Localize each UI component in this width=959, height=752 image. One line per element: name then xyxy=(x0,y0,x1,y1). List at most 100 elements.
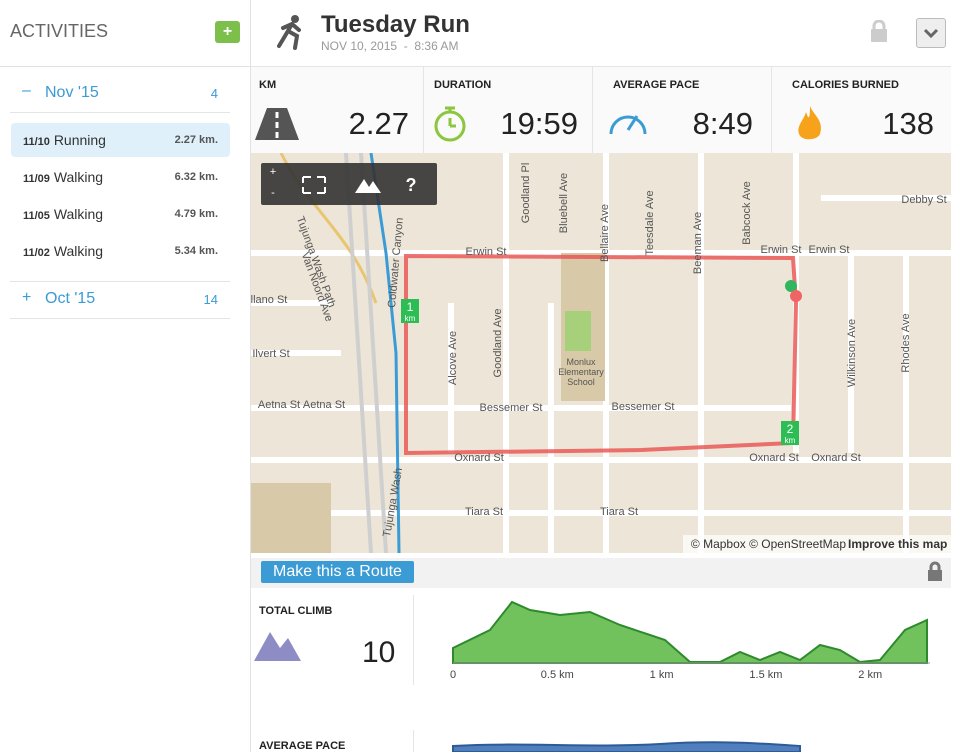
street-label: Tiara St xyxy=(600,506,638,518)
sidebar: ACTIVITIES + – Nov '15 4 + Oct '15 14 11… xyxy=(0,0,251,752)
climb-value: 10 xyxy=(362,636,396,669)
lock-icon[interactable] xyxy=(869,20,889,44)
stats-bar xyxy=(251,66,951,154)
activity-type[interactable]: Walking xyxy=(53,243,104,259)
stat: DURATION 19:59 xyxy=(424,66,593,153)
zoom-in[interactable]: + xyxy=(270,166,276,178)
stat-value: 19:59 xyxy=(500,106,578,141)
activity-text[interactable]: 11/10 Running xyxy=(23,132,106,148)
attribution[interactable]: © Mapbox © OpenStreetMap xyxy=(691,537,846,551)
add-button[interactable]: + xyxy=(215,21,240,43)
zoom-out[interactable]: - xyxy=(271,187,275,199)
street-label: Oxnard St xyxy=(749,452,799,464)
street-label: Alcove Ave xyxy=(447,331,459,385)
month-label[interactable]: Nov '15 xyxy=(45,84,99,101)
activity-distance: 6.32 km. xyxy=(174,171,218,183)
street-label: Teesdale Ave xyxy=(644,190,656,255)
divider xyxy=(413,730,414,752)
poi-label: School xyxy=(567,377,595,387)
street-label: Erwin St xyxy=(761,244,802,256)
street-label: Rhodes Ave xyxy=(900,313,912,372)
activity-distance: 5.34 km. xyxy=(174,245,218,257)
street-label: Goodland Pl xyxy=(520,163,532,224)
km-marker-unit: km xyxy=(785,436,796,445)
activity-row[interactable]: 11/10 Running 2.27 km. xyxy=(11,123,230,157)
divider xyxy=(413,595,414,685)
street-label: Aetna St xyxy=(258,399,300,411)
street-label: Ilvert St xyxy=(252,348,289,360)
route-bar: Make this a Route xyxy=(251,558,951,588)
activity-row[interactable]: 11/09 Walking 6.32 km. xyxy=(11,160,230,194)
help-button[interactable]: ? xyxy=(406,175,417,195)
toggle[interactable]: + xyxy=(22,289,32,306)
activity-text[interactable]: 11/02 Walking xyxy=(23,243,103,259)
street-label: Beeman Ave xyxy=(692,212,704,274)
map[interactable]: Erwin St Erwin St Erwin St Oxnard St Oxnard … xyxy=(251,153,951,553)
stat-value: 8:49 xyxy=(692,106,753,141)
activity-date[interactable]: 11/05 xyxy=(23,210,50,222)
street-label: Goodland Ave xyxy=(492,309,504,378)
road-icon xyxy=(255,108,299,140)
street-label: Wilkinson Ave xyxy=(846,319,858,387)
improve-map-link[interactable]: Improve this map xyxy=(848,537,947,551)
street-label: Bellaire Ave xyxy=(599,204,611,262)
activity-type[interactable]: Walking xyxy=(53,206,104,222)
stopwatch-icon xyxy=(434,106,466,142)
km-marker: 1 xyxy=(407,300,414,314)
flame-icon xyxy=(798,106,821,140)
activity-title: Tuesday Run xyxy=(321,11,470,38)
activity-distance: 2.27 km. xyxy=(174,134,218,146)
month-row[interactable]: + Oct '15 14 xyxy=(10,281,230,319)
run-icon xyxy=(277,15,301,50)
activity-text[interactable]: 11/05 Walking xyxy=(23,206,103,222)
street-label: Erwin St xyxy=(809,244,850,256)
lock-icon[interactable] xyxy=(926,561,944,583)
header: Tuesday Run NOV 10, 2015 - 8:36 AM xyxy=(251,0,951,66)
street-label: llano St xyxy=(251,294,287,306)
street-label: Oxnard St xyxy=(454,452,504,464)
x-tick-label: 2 km xyxy=(858,669,882,681)
fullscreen-button[interactable] xyxy=(302,176,326,194)
stat: AVERAGE PACE 8:49 xyxy=(593,66,772,153)
street-label: Erwin St xyxy=(466,246,507,258)
dropdown-button[interactable] xyxy=(916,18,946,48)
map-controls xyxy=(261,163,437,205)
sidebar-title: ACTIVITIES xyxy=(10,21,109,41)
stat: KM 2.27 xyxy=(251,66,424,153)
climb-label: TOTAL CLIMB xyxy=(259,605,333,617)
separator: - xyxy=(403,39,408,53)
stat-label: DURATION xyxy=(434,79,492,91)
toggle[interactable]: – xyxy=(22,82,31,99)
street-label: Debby St xyxy=(901,194,946,206)
activity-date[interactable]: 11/10 xyxy=(23,136,50,148)
month-row[interactable]: – Nov '15 4 xyxy=(10,76,230,113)
activity-type[interactable]: Running xyxy=(53,132,106,148)
month-count: 14 xyxy=(203,292,218,307)
activity-date[interactable]: 11/02 xyxy=(23,247,50,259)
street-label: Bessemer St xyxy=(612,401,675,413)
activity-date[interactable]: 11/09 xyxy=(23,173,50,185)
activity-distance: 4.79 km. xyxy=(174,208,218,220)
stat-value: 2.27 xyxy=(348,106,409,141)
month-label[interactable]: Oct '15 xyxy=(45,290,96,307)
terrain-button[interactable] xyxy=(355,179,381,193)
poi-label: Monlux xyxy=(566,357,596,367)
street-label: Oxnard St xyxy=(811,452,861,464)
stat-value: 138 xyxy=(882,106,934,141)
time: 8:36 AM xyxy=(414,39,459,53)
date: NOV 10, 2015 xyxy=(321,39,398,53)
activity-row[interactable]: 11/05 Walking 4.79 km. xyxy=(11,197,230,231)
stat-label: KM xyxy=(259,79,277,91)
x-tick-label: 1.5 km xyxy=(749,669,782,681)
poi-label: Elementary xyxy=(558,367,604,377)
activity-row[interactable]: 11/02 Walking 5.34 km. xyxy=(11,234,230,268)
elevation-chart: 0 0.5 km 1 km 1.5 km 2 km xyxy=(450,600,930,681)
activity-text[interactable]: 11/09 Walking xyxy=(23,169,103,185)
make-route-button[interactable]: Make this a Route xyxy=(261,561,414,583)
x-tick-label: 0 xyxy=(450,669,456,681)
activity-type[interactable]: Walking xyxy=(53,169,104,185)
stat-label: AVERAGE PACE xyxy=(613,79,700,91)
month-count: 4 xyxy=(210,86,218,101)
x-tick-label: 0.5 km xyxy=(541,669,574,681)
stat: CALORIES BURNED 138 xyxy=(772,66,950,153)
